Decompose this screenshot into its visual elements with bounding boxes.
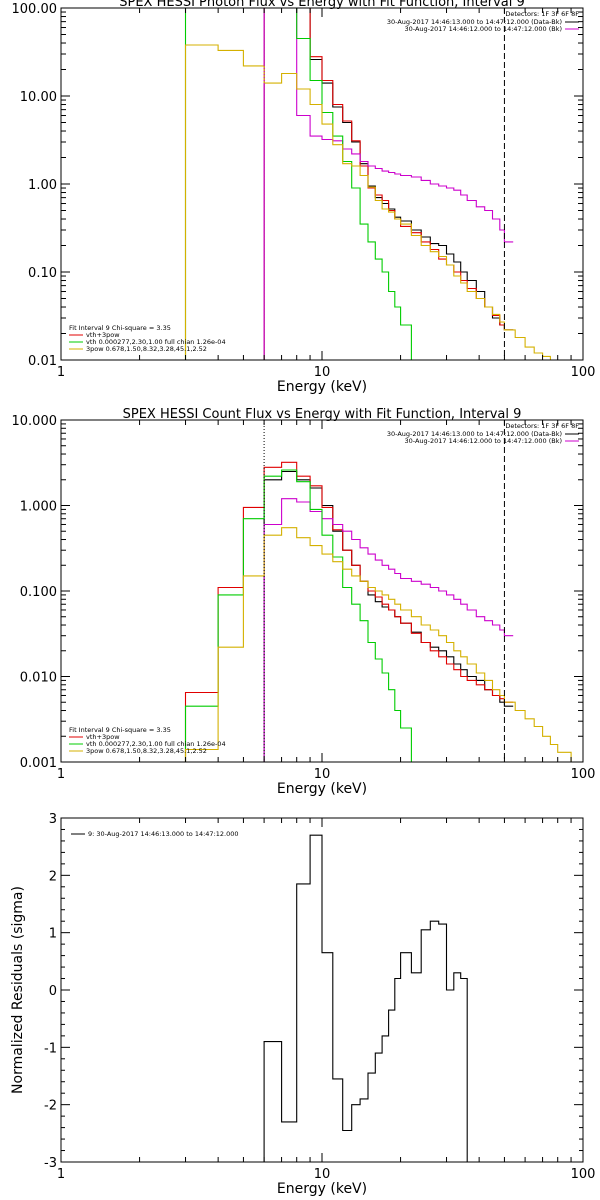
legend-entry: vth 0.000277,2.30,1.00 full chian 1.26e-… (86, 338, 226, 346)
y-tick-label: -3 (44, 1156, 57, 1171)
series-line-2 (263, 8, 514, 360)
y-tick-label: 2 (49, 869, 57, 884)
x-tick-label: 10 (314, 767, 331, 782)
x-axis-label: Energy (keV) (277, 1181, 367, 1197)
series-line-3 (263, 8, 514, 360)
x-tick-label: 100 (571, 767, 596, 782)
series-line-5 (184, 527, 580, 762)
y-tick-label: 0 (49, 984, 57, 999)
x-tick-label: 1 (57, 767, 65, 782)
series-line-2 (184, 461, 514, 762)
x-tick-label: 10 (314, 1167, 331, 1182)
y-axis-label: Normalized Residuals (sigma) (10, 886, 26, 1094)
y-tick-label: 1.000 (20, 500, 57, 515)
x-axis-label: Energy (keV) (277, 379, 367, 395)
y-tick-label: 0.10 (28, 266, 57, 281)
x-axis-label: Energy (keV) (277, 781, 367, 797)
x-tick-label: 10 (314, 365, 331, 380)
legend-header: Fit Interval 9 Chi-square = 3.35 (69, 324, 171, 332)
legend-entry: 3pow 0.678,1.50,8.32,3.28,45.1,2.52 (86, 747, 207, 755)
legend-header: Fit Interval 9 Chi-square = 3.35 (69, 726, 171, 734)
series-group (184, 8, 567, 360)
legend-entry: 30-Aug-2017 14:46:12.000 to 14:47:12.000… (405, 437, 562, 445)
x-tick-label: 1 (57, 1167, 65, 1182)
legend-entry: 30-Aug-2017 14:46:12.000 to 14:47:12.000… (405, 25, 562, 33)
y-tick-label: 10.000 (12, 414, 58, 429)
legend-entry: vth+3pow (86, 733, 120, 741)
chart-panel-2: 1 10 100 0.001 0.010 0.100 1.000 10.000 SPEX HES… (12, 407, 596, 797)
series-group (184, 461, 580, 762)
y-tick-label: 1 (49, 927, 57, 942)
series-line-4 (184, 469, 514, 762)
series-line-1 (263, 834, 514, 1162)
series-line-3 (263, 498, 514, 762)
y-tick-label: 0.010 (20, 671, 57, 686)
chart-title: SPEX HESSI Count Flux vs Energy with Fit… (123, 407, 522, 422)
y-tick-label: 10.00 (20, 90, 57, 105)
legend-entry: 30-Aug-2017 14:46:13.000 to 14:47:12.000… (387, 430, 562, 438)
legend-entry: vth+3pow (86, 331, 120, 339)
chart-title: SPEX HESSI Photon Flux vs Energy with Fi… (119, 0, 525, 10)
y-tick-label: 3 (49, 812, 57, 827)
y-tick-label: -1 (44, 1041, 57, 1056)
series-line-1 (263, 8, 514, 360)
y-tick-label: -2 (44, 1099, 57, 1114)
y-tick-label: 100.00 (12, 2, 58, 17)
legend-entry: vth 0.000277,2.30,1.00 full chian 1.26e-… (86, 740, 226, 748)
chart-panel-3: 1 10 100 -3 -2 -1 0 1 2 3 Energy (keV) Normalized R… (10, 812, 595, 1197)
x-tick-label: 100 (571, 365, 596, 380)
series-line-4 (184, 8, 514, 360)
legend-entry: 9: 30-Aug-2017 14:46:13.000 to 14:47:12.… (88, 830, 239, 838)
y-tick-label: 0.100 (20, 585, 57, 600)
chart-panel-1: 1 10 100 0.01 0.10 1.00 10.00 100.00 SPEX HESSI … (12, 0, 596, 395)
legend-entry: 3pow 0.678,1.50,8.32,3.28,45.1,2.52 (86, 345, 207, 353)
series-line-5 (184, 44, 567, 360)
series-group (263, 834, 514, 1162)
legend-header: Detectors: 1F 3F 6F 8F (505, 422, 579, 430)
x-tick-label: 100 (571, 1167, 596, 1182)
legend-entry: 30-Aug-2017 14:46:13.000 to 14:47:12.000… (387, 18, 562, 26)
y-tick-label: 1.00 (28, 178, 57, 193)
y-tick-label: 0.001 (20, 756, 57, 771)
y-tick-label: 0.01 (28, 354, 57, 369)
x-tick-label: 1 (57, 365, 65, 380)
legend-header: Detectors: 1F 3F 6F 8F (505, 10, 579, 18)
